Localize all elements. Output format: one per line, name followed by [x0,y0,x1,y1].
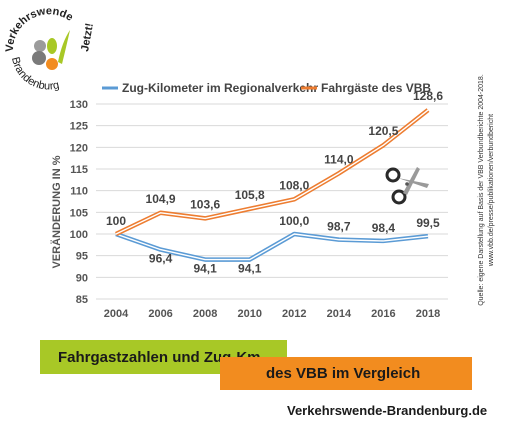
scissors-icon [385,167,429,205]
y-tick-label: 130 [70,99,88,111]
logo-text-jetzt: Jetzt! [79,22,96,52]
data-label: 104,9 [146,192,176,206]
y-tick-label: 100 [70,229,88,241]
y-tick-label: 95 [76,251,88,263]
legend-label: Fahrgäste des VBB [321,81,431,95]
x-tick-label: 2006 [148,308,172,320]
series-line-inner [115,233,429,261]
y-tick-label: 105 [70,207,88,219]
data-label: 98,7 [327,220,351,234]
chart-grid [96,103,448,300]
y-tick-label: 90 [76,272,88,284]
data-label: 98,4 [372,221,396,235]
data-label: 94,1 [238,262,262,276]
data-label: 103,6 [190,197,220,211]
y-tick-label: 115 [70,164,88,176]
x-tick-label: 2016 [371,308,395,320]
x-tick-label: 2008 [193,308,217,320]
data-labels: 100 96,4 94,1 94,1 100,0 98,7 98,4 99,5 104,9 103… [106,89,443,276]
banner-line2-text: des VBB im Vergleich [266,365,421,382]
data-label: 100,0 [279,214,309,228]
data-label: 114,0 [324,152,354,166]
x-tick-label: 2010 [237,308,261,320]
logo: Verkehrswende Brandenburg Jetzt! [4,5,96,92]
y-tick-label: 120 [70,142,88,154]
data-label: 105,8 [235,188,265,202]
banner-line1-text: Fahrgastzahlen und Zug-Km [58,348,261,366]
data-label: 108,0 [279,178,309,192]
banner-line2: des VBB im Vergleich [220,357,472,390]
y-tick-label: 85 [76,294,88,306]
y-axis-ticks: 85 90 95 100 105 110 115 120 125 130 [70,99,88,306]
x-tick-label: 2004 [104,308,129,320]
chart-series [115,108,430,262]
x-tick-label: 2018 [416,308,440,320]
data-label: 96,4 [149,252,173,266]
legend-label: Zug-Kilometer im Regionalverkehr [122,81,318,95]
data-label: 128,6 [413,89,443,103]
data-label: 120,5 [368,124,398,138]
data-label: 100 [106,214,126,228]
y-axis-label: VERÄNDERUNG IN % [50,155,63,268]
chart-legend: Zug-Kilometer im Regionalverkehr Fahrgäst… [102,81,431,95]
website-link[interactable]: Verkehrswende-Brandenburg.de [287,403,488,418]
x-axis-ticks: 2004 2006 2008 2010 2012 2014 2016 2018 [104,308,440,320]
y-tick-label: 110 [70,186,88,198]
logo-emblem-icon [32,30,70,70]
data-label: 99,5 [416,216,440,230]
x-tick-label: 2014 [327,308,352,320]
x-tick-label: 2012 [282,308,306,320]
data-label: 94,1 [193,262,217,276]
y-tick-label: 125 [70,121,88,133]
series-line-inner [115,109,429,235]
